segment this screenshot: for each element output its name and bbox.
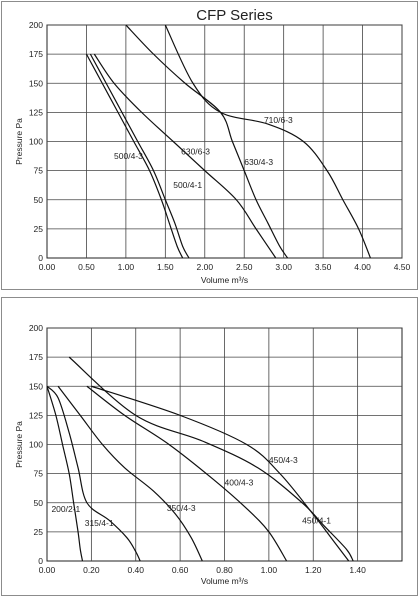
y-tick-label: 125 [29,107,43,117]
x-tick-label: 1.20 [305,565,322,575]
series-line-710-6-3 [164,24,371,259]
series-label: 400/4-3 [225,477,254,487]
y-tick-label: 25 [34,224,44,234]
x-tick-label: 0.00 [39,565,56,575]
x-tick-label: 0.50 [78,262,95,272]
x-axis-title: Volume m³/s [201,576,248,586]
y-tick-label: 100 [29,137,43,147]
series-label: 500/4-1 [173,180,202,190]
y-tick-label: 125 [29,410,43,420]
x-tick-label: 1.00 [118,262,135,272]
series-label: 630/6-3 [181,146,210,156]
y-tick-label: 75 [34,166,44,176]
x-tick-label: 1.40 [349,565,366,575]
series-line-200-2-1 [46,386,84,562]
x-tick-label: 3.00 [275,262,292,272]
x-tick-label: 2.00 [197,262,214,272]
series-label: 500/4-3 [114,151,143,161]
series-label: 315/4-1 [85,518,114,528]
x-tick-label: 1.50 [157,262,174,272]
x-tick-label: 0.00 [39,262,56,272]
y-tick-label: 175 [29,352,43,362]
y-tick-label: 50 [34,498,44,508]
series-line-630-6-3 [93,53,277,259]
series-label: 450/4-3 [269,455,298,465]
x-tick-label: 0.60 [172,565,189,575]
x-tick-label: 4.50 [394,262,411,272]
series-line-315-4-1 [46,385,141,562]
series-label: 350/4-3 [167,503,196,513]
series-line-400-4-3 [86,385,288,562]
series-label: 200/2-1 [51,504,80,514]
x-tick-label: 1.00 [261,565,278,575]
chart-small-series: 0.00 0.20 0.40 0.60 0.80 1.00 1.20 1.40 0 25 50 75 1… [14,323,403,586]
y-axis-title: Pressure Pa [14,421,24,468]
y-tick-label: 100 [29,440,43,450]
y-tick-label: 150 [29,78,43,88]
y-tick-label: 0 [38,556,43,566]
x-tick-label: 2.50 [236,262,253,272]
y-tick-label: 200 [29,20,43,30]
y-tick-label: 200 [29,323,43,333]
series-line-500-4-3 [85,53,184,259]
chart-cfp-series: 0.00 0.50 1.00 1.50 2.00 2.50 3.00 3.50 4.00 4.50… [14,7,411,285]
x-tick-label: 0.80 [216,565,233,575]
y-tick-label: 75 [34,469,44,479]
chart-title: CFP Series [196,7,272,24]
panel-border [1,1,418,290]
x-tick-label: 4.00 [354,262,371,272]
x-tick-label: 0.20 [83,565,100,575]
y-tick-label: 0 [38,253,43,263]
y-tick-label: 50 [34,195,44,205]
x-tick-label: 3.50 [315,262,332,272]
y-tick-label: 25 [34,527,44,537]
series-label: 450/4-1 [302,516,331,526]
series-line-450-4-3 [68,356,354,562]
series-line-500-4-1 [89,53,190,259]
y-tick-label: 175 [29,49,43,59]
series-line-450-4-1 [91,385,350,562]
series-line-630-4-3 [125,24,289,259]
x-axis-title: Volume m³/s [201,275,248,285]
series-line-350-4-3 [57,385,203,562]
series-label: 710/6-3 [264,115,293,125]
series-label: 630/4-3 [244,157,273,167]
chart-panel-small-series: 0.00 0.20 0.40 0.60 0.80 1.00 1.20 1.40 0 25 50 75 1… [0,296,419,596]
x-tick-label: 0.40 [127,565,144,575]
y-axis-title: Pressure Pa [14,118,24,165]
chart-panel-cfp-series: 0.00 0.50 1.00 1.50 2.00 2.50 3.00 3.50 4.00 4.50… [0,0,419,290]
y-tick-label: 150 [29,381,43,391]
